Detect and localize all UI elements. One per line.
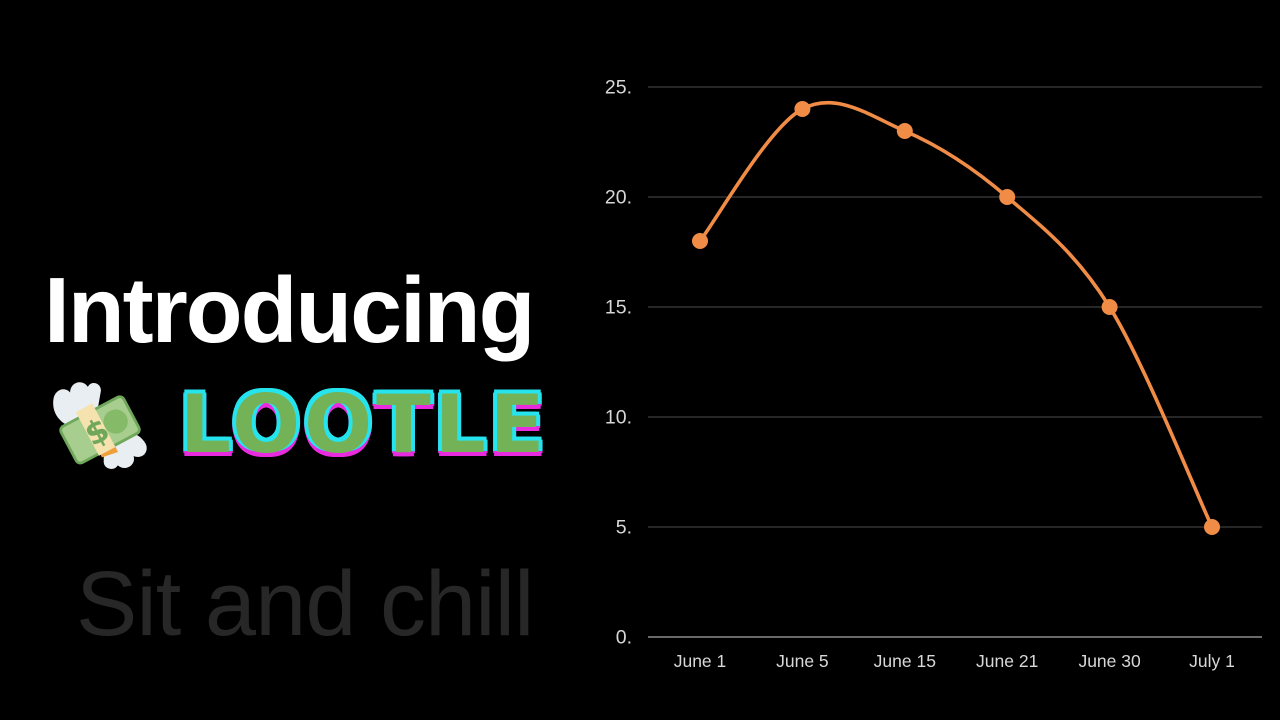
- data-point: [1101, 299, 1118, 315]
- data-point: [896, 123, 913, 139]
- x-tick-label: June 21: [976, 651, 1038, 671]
- x-tick-label: July 1: [1189, 651, 1235, 671]
- y-tick-label: 20.: [605, 187, 632, 209]
- x-tick-label: June 1: [674, 651, 727, 671]
- brand-row: $ LOOTLE: [44, 372, 548, 484]
- series-line: [698, 100, 1214, 528]
- y-tick-label: 5.: [616, 517, 632, 539]
- x-tick-label: June 5: [776, 651, 829, 671]
- data-point: [999, 189, 1016, 205]
- data-point: [794, 101, 811, 117]
- x-tick-label: June 30: [1078, 651, 1141, 671]
- brand-name: LOOTLE: [180, 378, 549, 471]
- y-tick-label: 15.: [605, 297, 632, 319]
- y-tick-label: 25.: [605, 77, 632, 99]
- data-point: [692, 233, 708, 249]
- slide-title: Introducing: [44, 258, 535, 362]
- money-with-wings-icon: $: [44, 372, 156, 484]
- y-tick-label: 0.: [616, 627, 632, 649]
- data-point: [1204, 519, 1220, 535]
- slide-tagline: Sit and chill: [76, 553, 534, 655]
- y-tick-label: 10.: [605, 407, 632, 429]
- x-tick-label: June 15: [874, 651, 936, 671]
